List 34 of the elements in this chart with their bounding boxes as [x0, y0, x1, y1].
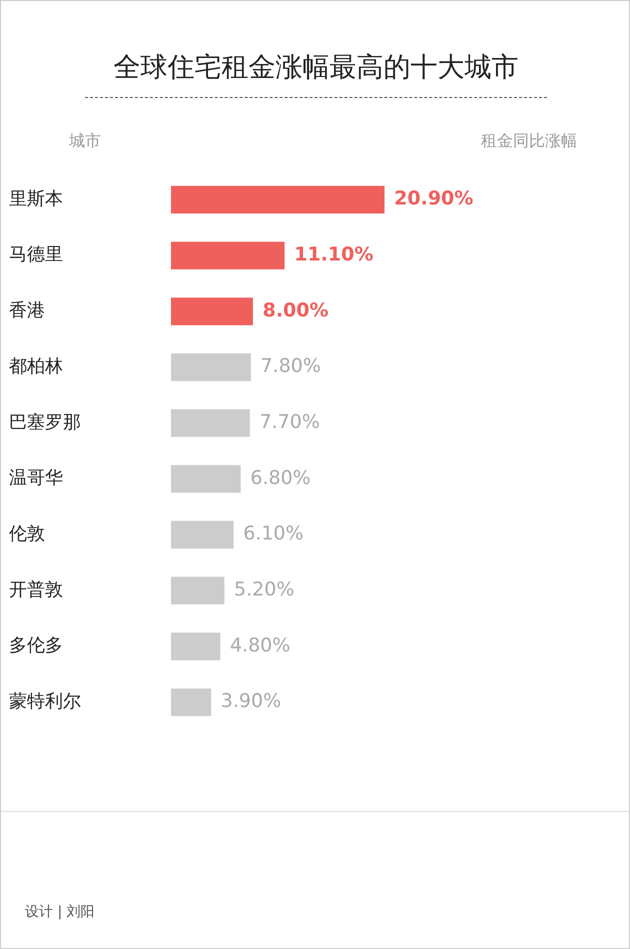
- y-tick-label: 都柏林: [9, 356, 63, 377]
- data-label: 5.20%: [234, 578, 294, 601]
- data-label: 20.90%: [394, 188, 474, 210]
- y-tick-label: 开普敦: [9, 579, 63, 600]
- bar: [171, 298, 253, 326]
- y-tick-label: 香港: [9, 300, 45, 322]
- text: 设计 | 刘阳: [25, 903, 95, 921]
- data-label: 8.00%: [262, 299, 329, 322]
- y-axis-title: 城市: [69, 131, 101, 152]
- bar: [171, 242, 285, 270]
- y-tick-label: 蒙特利尔: [9, 690, 81, 712]
- bar: [171, 632, 220, 660]
- y-tick-label: 伦敦: [9, 523, 45, 544]
- data-label: 3.90%: [220, 690, 282, 712]
- chart-title: 全球住宅租金涨幅最高的十大城市: [112, 51, 520, 85]
- y-tick-label: 多伦多: [9, 635, 63, 656]
- data-label: 4.80%: [230, 634, 290, 656]
- y-tick-label: 里斯本: [9, 188, 63, 210]
- data-label: 6.80%: [250, 466, 311, 489]
- data-label: 7.80%: [260, 355, 321, 378]
- bar: [171, 353, 251, 382]
- bar: [171, 520, 234, 549]
- bar: [171, 186, 385, 214]
- y-tick-label: 温哥华: [9, 468, 63, 489]
- bar: [171, 576, 224, 604]
- text: 租金同比涨幅: [481, 131, 577, 152]
- y-tick-label: 马德里: [9, 244, 63, 266]
- data-label: 11.10%: [294, 243, 374, 266]
- bar: [171, 465, 241, 493]
- y-tick-label: 巴塞罗那: [9, 412, 81, 433]
- data-label: 6.10%: [243, 522, 304, 545]
- bar: [171, 688, 212, 716]
- data-label: 7.70%: [260, 411, 320, 434]
- bar: [171, 409, 250, 437]
